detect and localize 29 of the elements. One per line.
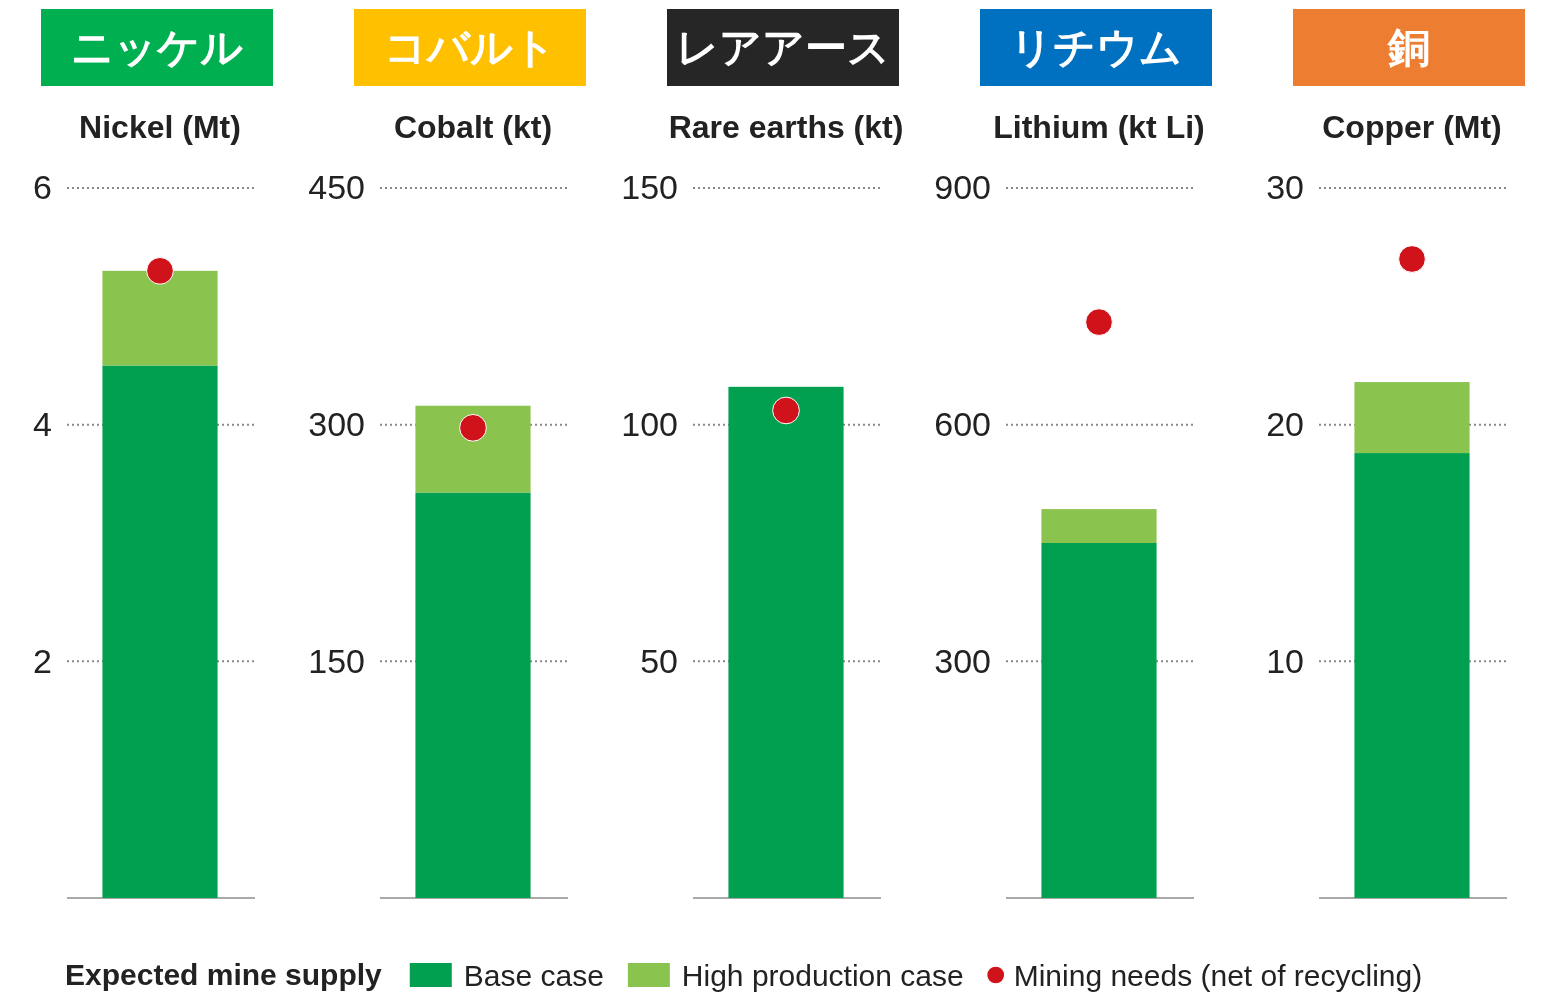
y-tick-label: 2	[33, 641, 52, 680]
legend-label: Base case	[463, 959, 604, 992]
y-tick-label: 20	[1266, 405, 1304, 444]
legend-title: Expected mine supply	[65, 958, 383, 991]
y-tick-label: 900	[934, 168, 991, 207]
chart-title: ニッケル	[71, 23, 243, 72]
y-tick-label: 300	[934, 641, 991, 680]
legend-label: Mining needs (net of recycling)	[1013, 959, 1423, 992]
chart-title: リチウム	[1010, 23, 1182, 72]
y-tick-label: 30	[1266, 168, 1304, 207]
chart-subtitle: Nickel (Mt)	[79, 109, 241, 145]
y-tick-label: 4	[33, 405, 52, 444]
y-tick-label: 300	[308, 405, 365, 444]
legend-label: High production case	[681, 959, 964, 992]
y-tick-label: 450	[308, 168, 365, 207]
chart-subtitle: Rare earths (kt)	[668, 109, 904, 145]
chart-subtitle: Lithium (kt Li)	[993, 109, 1205, 145]
chart-title: コバルト	[384, 23, 556, 72]
y-tick-label: 100	[621, 405, 678, 444]
y-tick-label: 150	[621, 168, 678, 207]
chart-title: レアアース	[676, 23, 890, 72]
chart-title: 銅	[1387, 23, 1430, 72]
y-tick-label: 150	[308, 641, 365, 680]
chart-subtitle: Copper (Mt)	[1322, 109, 1502, 145]
y-tick-label: 600	[934, 405, 991, 444]
chart-subtitle: Cobalt (kt)	[393, 109, 553, 145]
y-tick-label: 50	[640, 641, 678, 680]
y-tick-label: 6	[33, 168, 52, 207]
y-tick-label: 10	[1266, 641, 1304, 680]
